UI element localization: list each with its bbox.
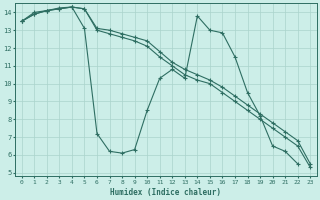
X-axis label: Humidex (Indice chaleur): Humidex (Indice chaleur) xyxy=(110,188,221,197)
